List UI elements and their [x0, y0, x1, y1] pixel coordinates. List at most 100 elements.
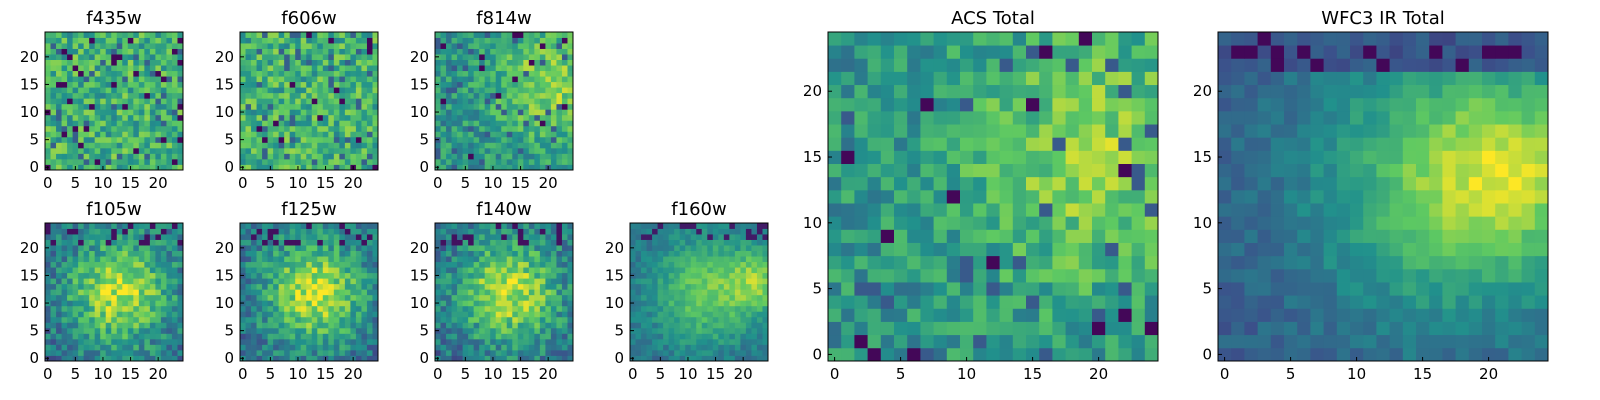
heatmap-cell	[723, 338, 730, 345]
heatmap-cell	[67, 87, 73, 94]
heatmap-cell	[311, 245, 318, 251]
heatmap-cell	[45, 158, 51, 165]
heatmap-cell	[273, 272, 280, 279]
heatmap-cell	[155, 300, 162, 307]
heatmap-cell	[355, 283, 362, 290]
heatmap-cell	[105, 322, 112, 329]
heatmap-cell	[556, 131, 563, 138]
heatmap-cell	[1144, 334, 1159, 349]
heatmap-cell	[567, 131, 574, 138]
heatmap-cell	[339, 81, 346, 88]
heatmap-cell	[94, 131, 101, 138]
heatmap-cell	[539, 267, 546, 274]
heatmap-cell	[1092, 242, 1106, 257]
heatmap-cell	[1065, 255, 1080, 270]
heatmap-cell	[166, 65, 173, 72]
heatmap-cell	[517, 289, 524, 296]
heatmap-cell	[446, 333, 452, 340]
heatmap-cell	[177, 250, 184, 257]
heatmap-cell	[273, 103, 280, 110]
heatmap-cell	[652, 294, 658, 301]
heatmap-cell	[72, 32, 79, 38]
heatmap-cell	[484, 37, 491, 44]
heatmap-cell	[679, 311, 686, 318]
heatmap-cell	[712, 234, 719, 240]
heatmap-cell	[451, 131, 458, 138]
heatmap-cell	[690, 261, 697, 268]
heatmap-cell	[149, 158, 156, 165]
heatmap-cell	[355, 349, 362, 356]
heatmap-cell	[545, 250, 552, 257]
heatmap-cell	[550, 164, 557, 171]
heatmap-cell	[751, 327, 758, 334]
heatmap-cell	[986, 282, 1000, 296]
heatmap-cell	[468, 32, 475, 38]
heatmap-cell	[880, 163, 895, 178]
heatmap-cell	[105, 272, 112, 279]
heatmap-cell	[105, 333, 112, 340]
heatmap-cell	[284, 349, 291, 356]
heatmap-cell	[880, 242, 895, 257]
heatmap-cell	[166, 344, 173, 351]
heatmap-cell	[446, 344, 452, 351]
heatmap-cell	[155, 92, 162, 99]
heatmap-cell	[462, 311, 469, 318]
heatmap-cell	[668, 234, 675, 240]
heatmap-cell	[355, 250, 362, 257]
heatmap-cell	[328, 349, 335, 356]
heatmap-cell	[457, 54, 463, 60]
heatmap-cell	[674, 316, 681, 323]
heatmap-cell	[171, 32, 178, 38]
heatmap-cell	[83, 338, 90, 345]
heatmap-cell	[311, 294, 318, 301]
heatmap-cell	[344, 349, 351, 356]
heatmap-cell	[322, 349, 329, 356]
heatmap-cell	[245, 87, 252, 94]
heatmap-cell	[561, 316, 568, 323]
heatmap-cell	[83, 250, 90, 257]
heatmap-cell	[690, 283, 697, 290]
heatmap-cell	[361, 338, 368, 345]
heatmap-cell	[740, 305, 747, 312]
heatmap-cell	[278, 81, 285, 88]
heatmap-cell	[663, 261, 670, 268]
heatmap-cell	[306, 158, 313, 165]
heatmap-cell	[50, 300, 57, 307]
heatmap-cell	[262, 125, 268, 132]
heatmap-cell	[251, 239, 257, 246]
heatmap-cell	[490, 289, 497, 296]
heatmap-cell	[251, 142, 257, 149]
heatmap-cell	[262, 256, 268, 263]
heatmap-cell	[556, 43, 563, 49]
heatmap-cell	[322, 228, 329, 235]
heatmap-cell	[523, 311, 530, 318]
heatmap-cell	[122, 120, 129, 127]
heatmap-cell	[1131, 229, 1146, 243]
heatmap-cell	[100, 114, 107, 121]
heatmap-cell	[306, 355, 313, 362]
heatmap-cell	[317, 136, 324, 143]
heatmap-cell	[105, 278, 112, 285]
heatmap-cell	[712, 311, 719, 318]
heatmap-cell	[701, 305, 708, 312]
heatmap-cell	[78, 245, 85, 251]
heatmap-cell	[166, 311, 173, 318]
heatmap-cell	[685, 223, 692, 229]
heatmap-cell	[245, 114, 252, 121]
heatmap-cell	[333, 76, 340, 83]
heatmap-cell	[701, 239, 708, 246]
heatmap-cell	[506, 349, 513, 356]
heatmap-cell	[451, 98, 458, 105]
heatmap-cell	[122, 289, 129, 296]
heatmap-cell	[166, 142, 173, 149]
heatmap-cell	[723, 245, 730, 251]
heatmap-cell	[56, 43, 62, 49]
heatmap-cell	[468, 228, 475, 235]
heatmap-cell	[745, 300, 752, 307]
heatmap-cell	[1105, 282, 1119, 296]
heatmap-cell	[251, 338, 257, 345]
heatmap-cell	[333, 131, 340, 138]
heatmap-cell	[127, 120, 134, 127]
heatmap-cell	[561, 311, 568, 318]
heatmap-cell	[133, 164, 140, 171]
